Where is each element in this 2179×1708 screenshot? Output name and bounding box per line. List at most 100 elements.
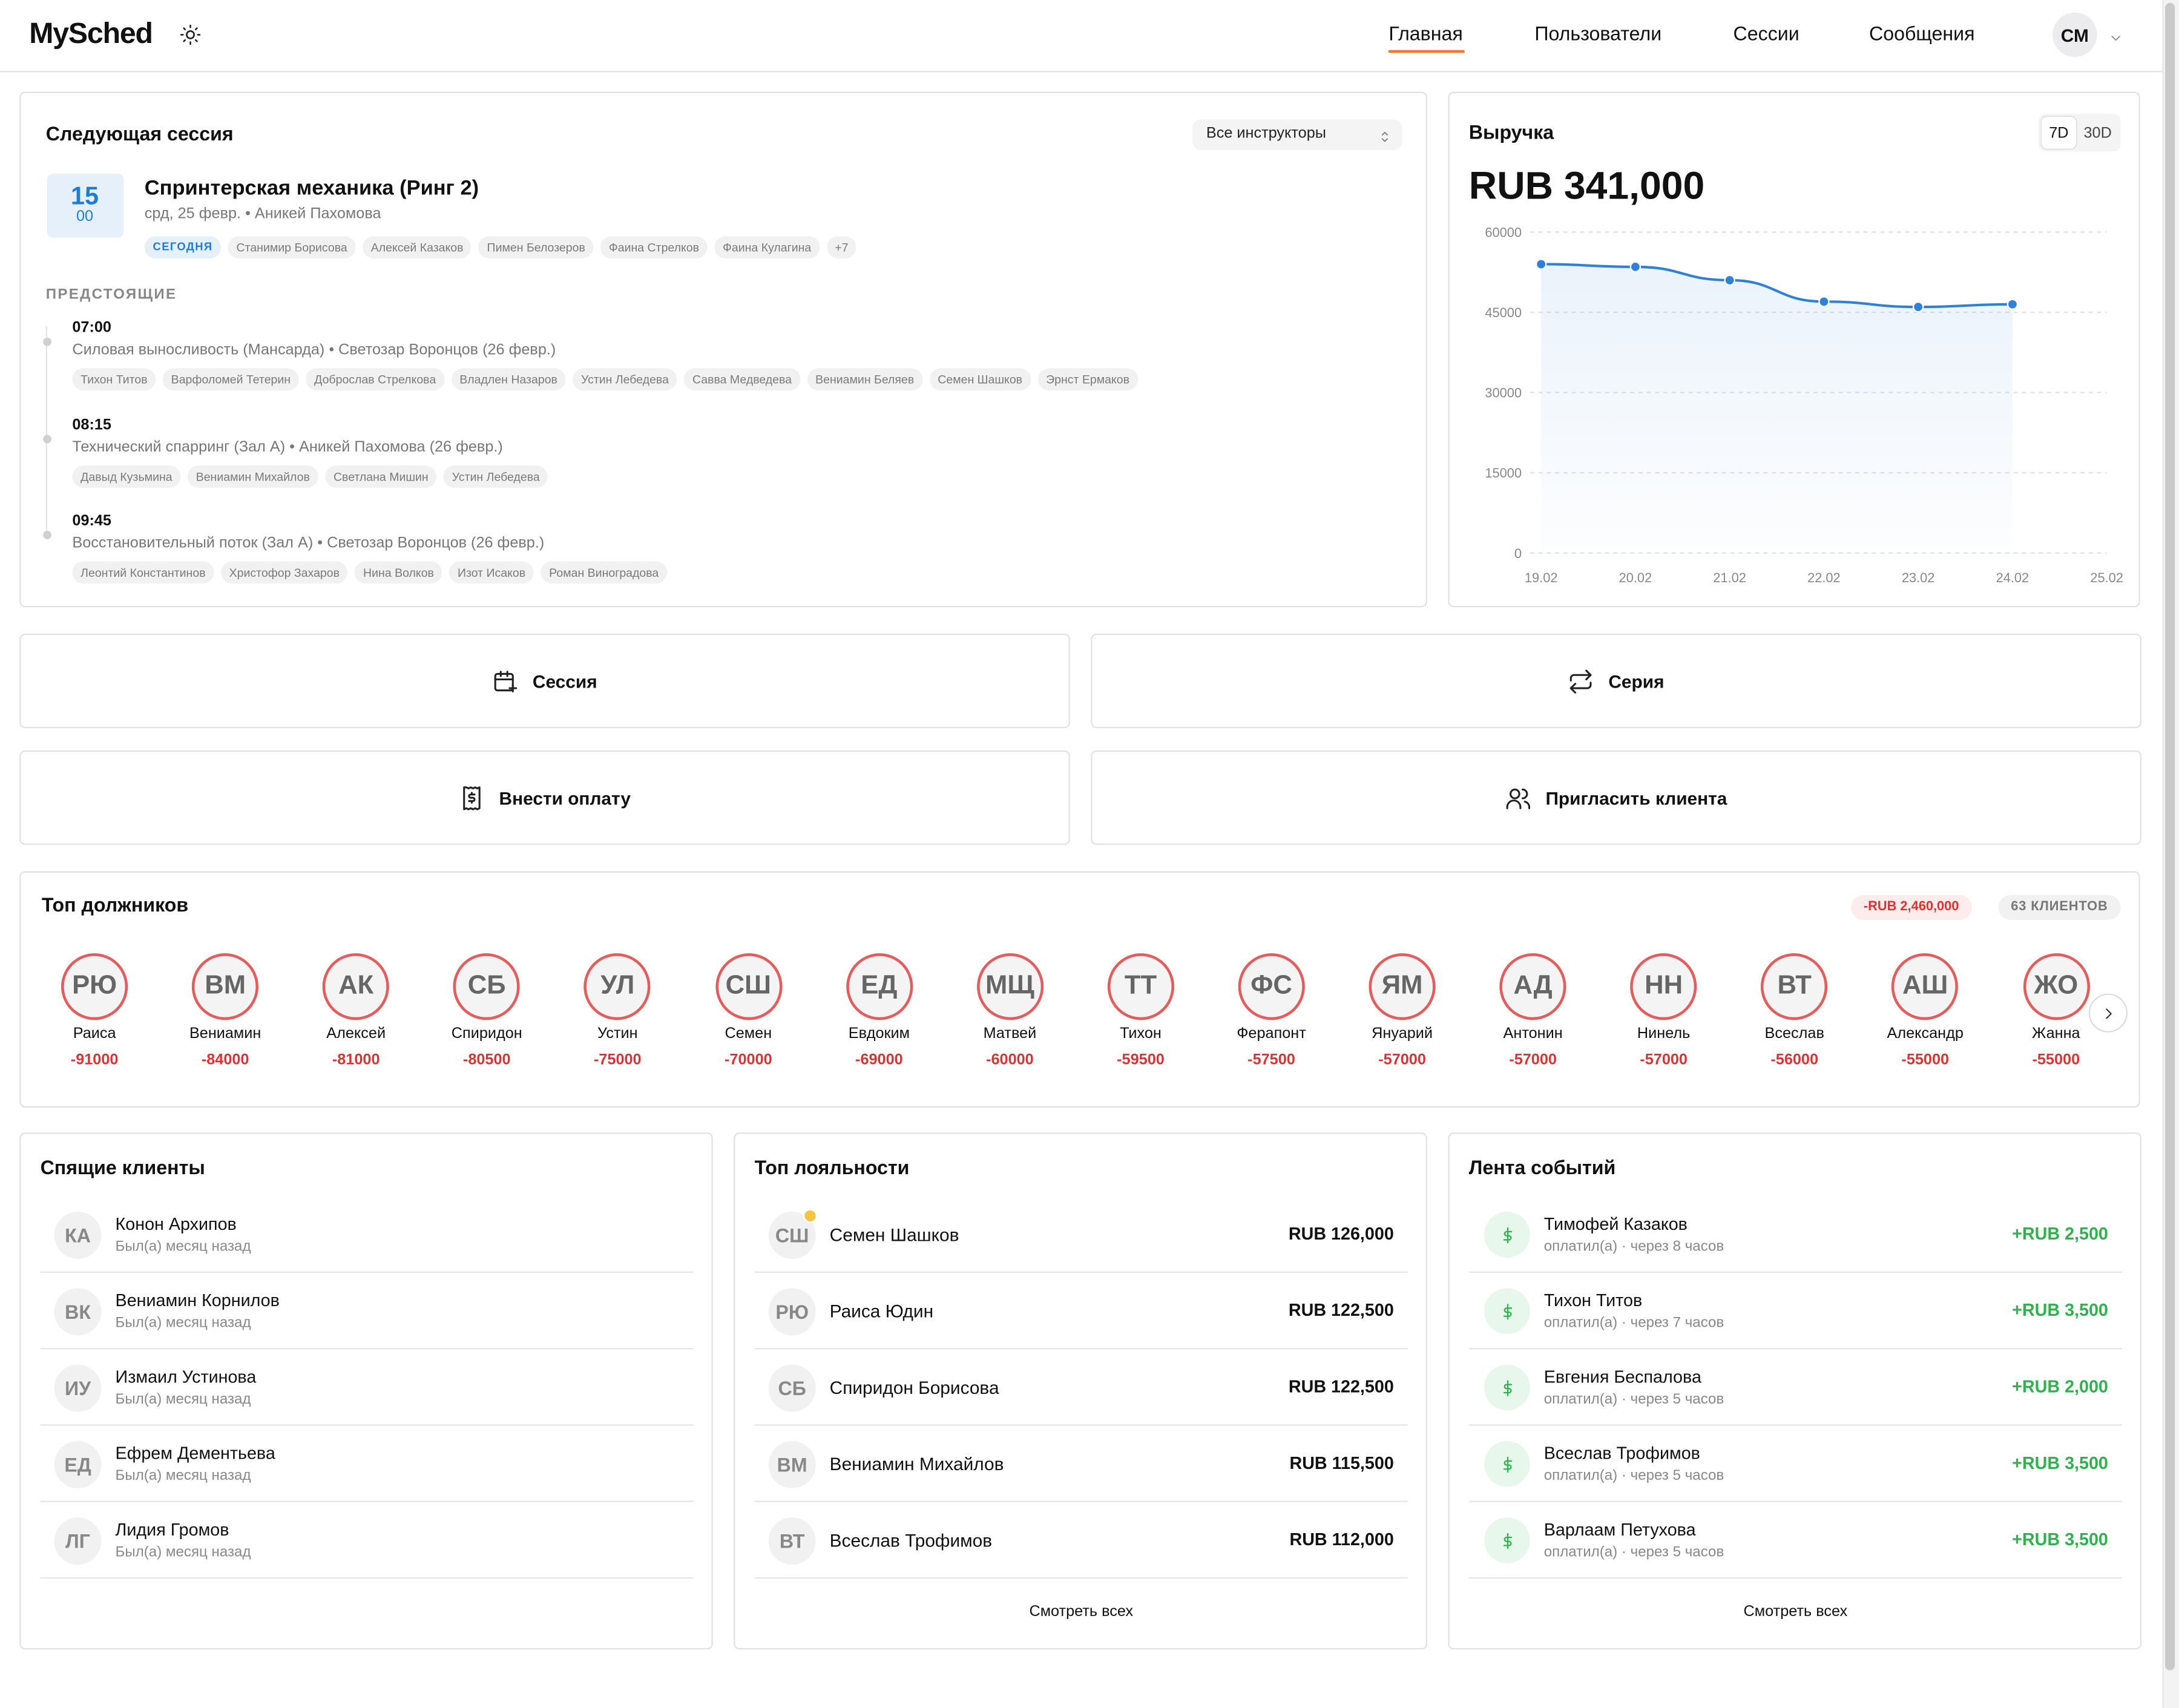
period-30d[interactable]: 30D — [2083, 124, 2112, 142]
see-all-link[interactable]: Смотреть всех — [1743, 1604, 1848, 1621]
upcoming-attendees: Тихон Титов Варфоломей Тетерин Доброслав С… — [72, 368, 1138, 391]
upcoming-desc: Технический спарринг (Зал А) • Аникей Па… — [72, 439, 503, 456]
action-label: Пригласить клиента — [1545, 787, 1727, 809]
carousel-next[interactable] — [2088, 993, 2128, 1033]
debtor-avatar[interactable]: РЮ — [61, 953, 128, 1020]
see-all-link[interactable]: Смотреть всех — [1029, 1604, 1133, 1621]
avatar-chevron — [2108, 28, 2123, 53]
debtor-avatar[interactable]: СБ — [453, 953, 521, 1020]
debtor-name: Алексей — [326, 1026, 386, 1043]
action-button[interactable]: Сессия — [19, 633, 1070, 729]
list-row: КА Конон Архипов Был(а) месяц назад — [40, 1197, 694, 1273]
icon-part — [1502, 1379, 1512, 1396]
client-status: оплатил(а) · через 5 часов — [1543, 1390, 1724, 1407]
list-row: Тихон Титов оплатил(а) · через 7 часов +RU… — [1468, 1273, 2122, 1350]
brand: MySched — [29, 18, 153, 51]
debtor-avatar[interactable]: ЖО — [2022, 953, 2089, 1020]
debtor-amount: -57500 — [1247, 1052, 1295, 1069]
x-tick-label: 23.02 — [1902, 570, 1935, 585]
debtor-name: Матвей — [983, 1026, 1037, 1043]
debtor-amount: -60000 — [986, 1052, 1034, 1069]
next-session-card: Следующая сессия Все инструкторы 15 00 Сприн… — [19, 91, 1427, 608]
loyalty-amount: RUB 122,500 — [1288, 1377, 1394, 1397]
attendee-chip: Христофор Захаров — [220, 561, 348, 584]
payment-amount: +RUB 2,000 — [2012, 1377, 2108, 1397]
debtor-avatar[interactable]: ЯМ — [1369, 953, 1436, 1020]
card-title: Выручка — [1468, 121, 1554, 143]
revenue-total: RUB 341,000 — [1468, 164, 1705, 208]
revenue-point — [1535, 258, 1547, 270]
action-icon — [1568, 668, 1595, 694]
client-status: оплатил(а) · через 5 часов — [1543, 1467, 1724, 1484]
timeline-dot — [42, 531, 51, 539]
attendee-chip: Устин Лебедева — [573, 368, 677, 391]
icon-part — [1502, 1456, 1512, 1472]
sleeping-card: Спящие клиенты КА Конон Архипов Был(а) меся… — [19, 1132, 713, 1650]
icon-part — [495, 672, 514, 691]
debtor-amount: -59500 — [1117, 1052, 1165, 1069]
attendee-chip: Савва Медведева — [684, 368, 800, 391]
attendee-chip: Фаина Стрелков — [600, 236, 708, 259]
payment-amount: +RUB 3,500 — [2012, 1454, 2108, 1474]
debtor-name: Нинель — [1637, 1026, 1691, 1043]
debtor-avatar[interactable]: АШ — [1891, 953, 1959, 1020]
icon-part — [186, 30, 195, 39]
upcoming-time: 07:00 — [72, 320, 111, 337]
icon-part — [1502, 1379, 1512, 1396]
nav-link[interactable]: Главная — [1389, 22, 1463, 45]
debtor-amount: -57000 — [1378, 1052, 1426, 1069]
list-row: ЛГ Лидия Громов Был(а) месяц назад — [40, 1502, 694, 1579]
nav-link[interactable]: Сообщения — [1869, 22, 1975, 45]
debtor-avatar[interactable]: ВТ — [1761, 953, 1828, 1020]
instructor-select[interactable]: Все инструкторы — [1192, 119, 1402, 150]
debtor-avatar[interactable]: ВМ — [192, 953, 259, 1020]
debtor-avatar[interactable]: СШ — [715, 953, 782, 1020]
action-icon — [459, 784, 485, 811]
period-7d[interactable]: 7D — [2041, 116, 2077, 149]
icon-part — [1502, 1532, 1512, 1549]
action-label: Сессия — [532, 670, 597, 692]
client-avatar: КА — [54, 1212, 102, 1260]
icon-part — [2105, 1008, 2111, 1019]
action-button[interactable]: Внести оплату — [19, 750, 1070, 845]
avatar[interactable]: СМ — [2052, 12, 2097, 57]
card-title: Следующая сессия — [45, 122, 234, 145]
date-box: 15 00 — [47, 173, 124, 238]
theme-toggle[interactable] — [179, 24, 202, 53]
debtor-avatar[interactable]: ЕД — [846, 953, 913, 1020]
action-button[interactable]: Серия — [1091, 633, 2142, 729]
list-row: ВК Вениамин Корнилов Был(а) месяц назад — [40, 1273, 694, 1350]
list-row: Евгения Беспалова оплатил(а) · через 5 ча… — [1468, 1349, 2122, 1426]
debtor-amount: -55000 — [2032, 1052, 2080, 1069]
client-name: Тихон Титов — [1543, 1291, 1643, 1311]
icon-part — [1502, 1532, 1512, 1549]
revenue-card: Выручка 7D 30D RUB 341,000 0 15000 30000 45000 6… — [1448, 91, 2140, 608]
payment-icon — [1484, 1440, 1530, 1487]
attendee-chip: Варфоломей Тетерин — [162, 368, 299, 391]
debtor-amount: -75000 — [593, 1052, 642, 1069]
list-row: Варлаам Петухова оплатил(а) · через 5 час… — [1468, 1502, 2122, 1579]
client-avatar: ВК — [54, 1288, 102, 1336]
debtor-avatar[interactable]: НН — [1630, 953, 1697, 1020]
debtor-avatar[interactable]: МЩ — [976, 953, 1043, 1020]
client-name: Раиса Юдин — [829, 1300, 934, 1322]
debtor-count: 63 КЛИЕНТОВ — [1998, 895, 2121, 920]
card-title: Топ должников — [41, 893, 189, 916]
debt-total: -RUB 2,460,000 — [1851, 895, 1972, 920]
client-status: Был(а) месяц назад — [115, 1314, 251, 1331]
client-avatar: СБ — [768, 1364, 816, 1412]
debtor-avatar[interactable]: ТТ — [1107, 953, 1174, 1020]
icon-part — [1502, 1226, 1512, 1243]
debtor-avatar[interactable]: ФС — [1238, 953, 1305, 1020]
nav-link[interactable]: Пользователи — [1534, 22, 1662, 45]
date-time: 00 — [76, 209, 94, 226]
nav-link[interactable]: Сессии — [1733, 22, 1799, 45]
loyalty-amount: RUB 115,500 — [1289, 1454, 1394, 1474]
action-button[interactable]: Пригласить клиента — [1091, 750, 2142, 845]
debtor-avatar[interactable]: АД — [1499, 953, 1566, 1020]
period-toggle: 7D 30D — [2039, 114, 2121, 152]
today-badge: СЕГОДНЯ — [144, 236, 222, 259]
debtor-avatar[interactable]: УЛ — [584, 953, 651, 1020]
debtor-avatar[interactable]: АК — [323, 953, 390, 1020]
revenue-line — [1541, 263, 2013, 309]
